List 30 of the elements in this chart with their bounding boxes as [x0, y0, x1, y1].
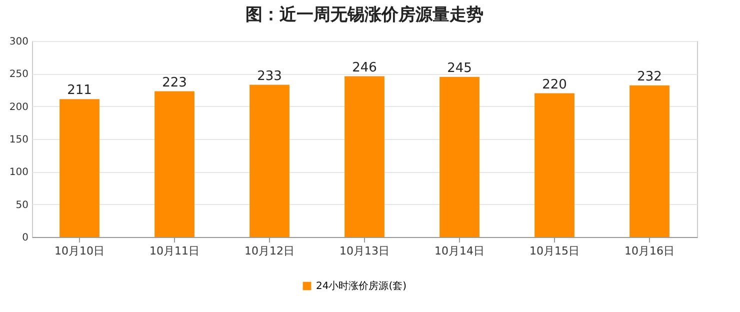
legend-label: 24小时涨价房源(套)	[316, 280, 407, 292]
y-tick-label: 50	[16, 200, 28, 211]
y-tick-label: 300	[9, 36, 28, 48]
bar	[344, 76, 384, 237]
y-tick-label: 0	[22, 232, 28, 244]
bar	[534, 93, 574, 237]
y-tick-label: 250	[9, 69, 28, 80]
y-tick-label: 100	[9, 167, 28, 178]
data-label: 246	[352, 60, 377, 76]
data-label: 223	[162, 75, 187, 90]
x-tick-label: 10月15日	[530, 244, 580, 258]
data-label: 211	[67, 83, 92, 98]
bar	[440, 76, 480, 237]
data-label: 233	[257, 68, 282, 84]
x-tick-label: 10月12日	[244, 244, 294, 258]
bar	[630, 85, 670, 237]
x-tick-label: 10月11日	[150, 244, 200, 258]
data-label: 232	[637, 69, 662, 84]
bar	[154, 91, 194, 237]
x-tick-label: 10月16日	[624, 244, 674, 258]
x-tick-label: 10月13日	[340, 244, 390, 258]
x-tick-label: 10月10日	[54, 244, 104, 258]
y-tick-label: 150	[9, 134, 28, 146]
chart-title: 图：近一周无锡涨价房源量走势	[246, 5, 484, 25]
x-tick-label: 10月14日	[434, 244, 484, 258]
data-label: 245	[447, 60, 472, 76]
bar	[250, 84, 290, 237]
data-label: 220	[542, 77, 567, 92]
bar	[60, 99, 100, 237]
y-tick-label: 200	[9, 102, 28, 113]
